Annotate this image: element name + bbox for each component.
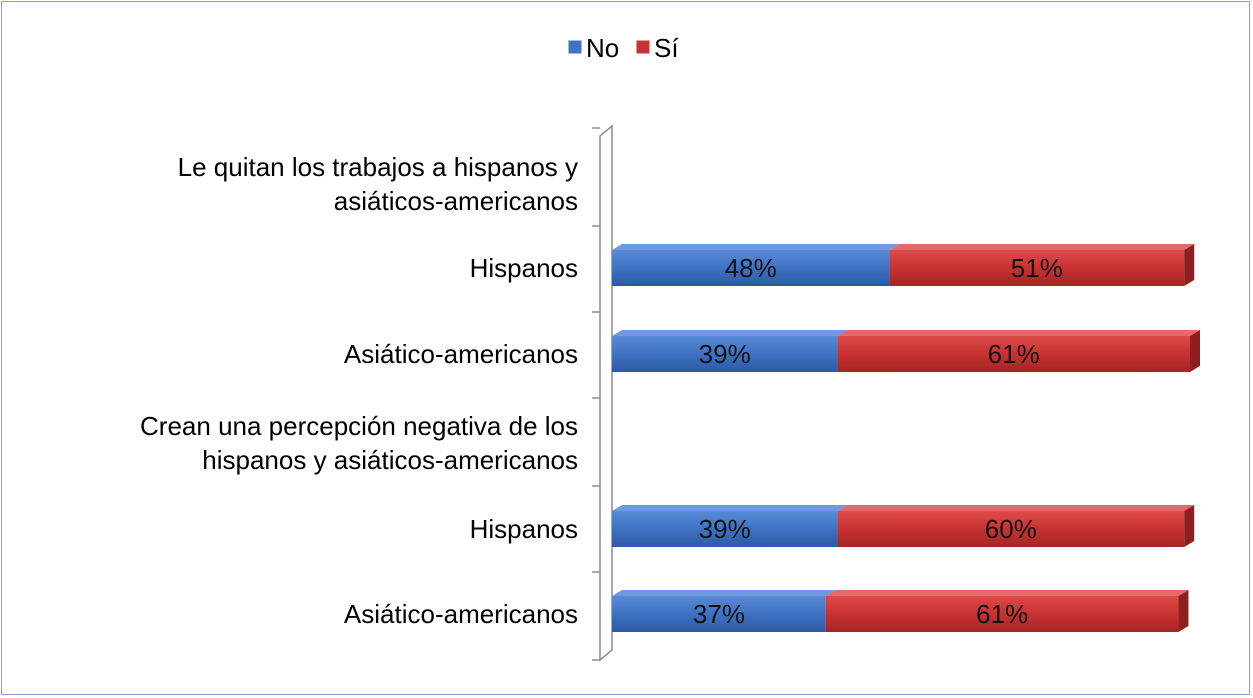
bar-no [612, 596, 826, 632]
bar-side-si [1178, 590, 1189, 632]
bar-top-no [612, 244, 900, 250]
category-axis [592, 124, 613, 662]
bar-side-si [1184, 244, 1195, 286]
data-label-si: 60% [985, 514, 1037, 544]
bar-side-si [1190, 330, 1200, 372]
category-label: Le quitan los trabajos a hispanos y asiát… [178, 152, 578, 216]
data-label-no: 37% [693, 599, 745, 629]
bar-top-si [825, 590, 1189, 596]
category-label: Asiático-americanos [344, 339, 578, 369]
legend: No Sí [567, 33, 679, 63]
data-label-si: 61% [976, 599, 1028, 629]
bar-si [837, 511, 1185, 547]
category-label: Hispanos [470, 253, 578, 283]
data-label-no: 48% [725, 253, 777, 283]
bar-no [612, 336, 838, 372]
category-label: Crean una percepción negativa de los hisp… [140, 411, 578, 475]
legend-swatch-si [635, 39, 651, 55]
legend-label-no: No [586, 33, 619, 63]
category-label: Hispanos [470, 514, 578, 544]
data-label-no: 39% [699, 514, 751, 544]
category-labels: Le quitan los trabajos a hispanos y asiát… [140, 152, 578, 629]
bar-top-si [837, 330, 1200, 336]
bar-si [889, 250, 1185, 286]
category-label: Asiático-americanos [344, 599, 578, 629]
bar-si [837, 336, 1190, 372]
bar-no [612, 250, 890, 286]
bar-no [612, 511, 838, 547]
bars: 48% 51% 39% 61% 39% 60% 37% 61% [612, 244, 1200, 632]
data-label-si: 51% [1011, 253, 1063, 283]
bar-si [825, 596, 1179, 632]
bar-top-si [889, 244, 1195, 250]
axis-wall [599, 124, 613, 662]
bar-top-no [612, 505, 848, 511]
data-label-si: 61% [988, 339, 1040, 369]
bar-side-si [1184, 505, 1195, 547]
bar-top-no [612, 590, 836, 596]
legend-swatch-no [567, 39, 583, 55]
data-label-no: 39% [699, 339, 751, 369]
bar-top-si [837, 505, 1195, 511]
legend-label-si: Sí [654, 33, 679, 63]
bar-top-no [612, 330, 848, 336]
